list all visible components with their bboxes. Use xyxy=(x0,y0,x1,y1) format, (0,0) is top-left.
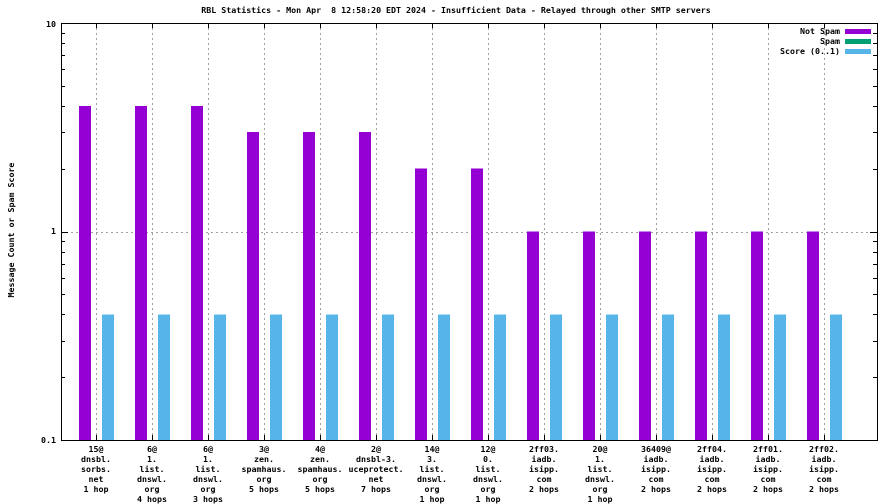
x-axis-label: 2ff03. iadb. isipp. com 2 hops xyxy=(529,444,559,494)
legend-row-spam: Spam xyxy=(780,36,871,46)
x-axis-label: 2ff02. iadb. isipp. com 2 hops xyxy=(809,444,839,494)
bar-not-spam xyxy=(527,231,539,440)
y-tick-label-1: 1 xyxy=(51,226,56,236)
bar-score-0-1- xyxy=(494,314,506,440)
chart-title: RBL Statistics - Mon Apr 8 12:58:20 EDT … xyxy=(201,5,711,15)
bar-not-spam xyxy=(135,105,147,440)
bar-score-0-1- xyxy=(326,314,338,440)
bar-score-0-1- xyxy=(214,314,226,440)
bar-score-0-1- xyxy=(102,314,114,440)
bar-not-spam xyxy=(639,231,651,440)
bar-score-0-1- xyxy=(550,314,562,440)
bar-not-spam xyxy=(359,132,371,441)
legend-label-spam: Spam xyxy=(820,36,840,46)
bar-not-spam xyxy=(751,231,763,440)
bar-not-spam xyxy=(79,105,91,440)
legend-label-score: Score (0..1) xyxy=(780,46,840,56)
legend-swatch-not-spam xyxy=(845,28,871,34)
bar-score-0-1- xyxy=(830,314,842,440)
x-axis-label: 3@ zen. spamhaus. org 5 hops xyxy=(241,444,287,494)
bar-not-spam xyxy=(247,132,259,441)
legend-label-not-spam: Not Spam xyxy=(800,26,840,36)
y-tick-label-10: 10 xyxy=(46,19,56,29)
x-axis-label: 2ff01. iadb. isipp. com 2 hops xyxy=(753,444,783,494)
x-axis-label: 36409@ iadb. isipp. com 2 hops xyxy=(641,444,671,494)
bar-not-spam xyxy=(415,168,427,441)
legend-swatch-score xyxy=(845,48,871,54)
x-axis-label: 12@ 0. list. dnswl. org 1 hop xyxy=(473,444,503,504)
x-axis-label: 2ff04. iadb. isipp. com 2 hops xyxy=(697,444,727,494)
bar-score-0-1- xyxy=(774,314,786,440)
bar-not-spam xyxy=(471,168,483,441)
bar-score-0-1- xyxy=(438,314,450,440)
x-axis-label: 6@ 1. list. dnswl. org 3 hops xyxy=(193,444,223,504)
bar-not-spam xyxy=(583,231,595,440)
bar-score-0-1- xyxy=(718,314,730,440)
bar-score-0-1- xyxy=(606,314,618,440)
bar-not-spam xyxy=(695,231,707,440)
x-axis-label: 15@ dnsbl. sorbs. net 1 hop xyxy=(81,444,111,494)
bar-not-spam xyxy=(303,132,315,441)
x-axis-label: 2@ dnsbl-3. uceprotect. net 7 hops xyxy=(348,444,404,494)
legend: Not Spam Spam Score (0..1) xyxy=(780,26,871,56)
x-axis-label: 6@ 1. list. dnswl. org 4 hops xyxy=(137,444,167,504)
x-axis-label: 4@ zen. spamhaus. org 5 hops xyxy=(297,444,343,494)
legend-row-not-spam: Not Spam xyxy=(780,26,871,36)
x-axis-label: 14@ 3. list. dnswl. org 1 hop xyxy=(417,444,447,504)
y-tick-label-0.1: 0.1 xyxy=(41,435,56,445)
bar-not-spam xyxy=(807,231,819,440)
bar-score-0-1- xyxy=(382,314,394,440)
bar-score-0-1- xyxy=(158,314,170,440)
bar-score-0-1- xyxy=(662,314,674,440)
legend-row-score: Score (0..1) xyxy=(780,46,871,56)
legend-swatch-spam xyxy=(845,38,871,44)
x-axis-label: 20@ 1. list. dnswl. org 1 hop xyxy=(585,444,615,504)
bar-score-0-1- xyxy=(270,314,282,440)
bar-not-spam xyxy=(191,105,203,440)
